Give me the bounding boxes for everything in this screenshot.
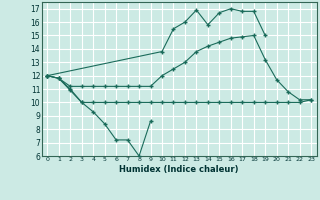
- X-axis label: Humidex (Indice chaleur): Humidex (Indice chaleur): [119, 165, 239, 174]
